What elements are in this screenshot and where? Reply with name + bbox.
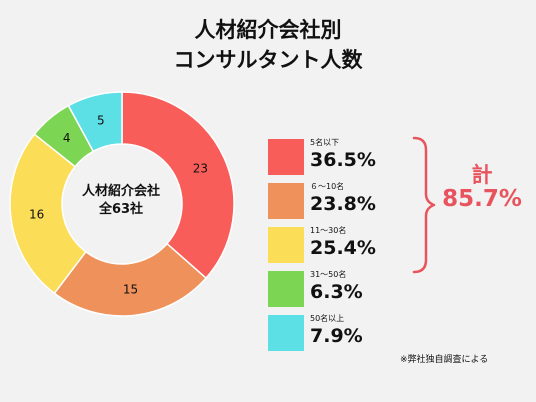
chart-title-line1: 人材紹介会社別	[194, 18, 342, 42]
donut-slice-5	[67, 91, 123, 153]
donut-slice-value-4: 4	[63, 131, 71, 145]
footnote: ※弊社独自調査による	[400, 355, 489, 365]
donut-slice-2	[53, 242, 208, 317]
legend-item-4: 31～50名 6.3%	[268, 270, 408, 309]
donut-center-label-line2: 全63社	[98, 202, 144, 217]
legend-percent-3: 25.4%	[310, 237, 376, 259]
donut-slice-3	[9, 133, 87, 295]
legend-swatch-4	[268, 271, 304, 307]
legend-swatch-3	[268, 227, 304, 263]
legend-percent-5: 7.9%	[310, 325, 363, 347]
legend-swatch-2	[268, 183, 304, 219]
legend-percent-4: 6.3%	[310, 281, 363, 303]
donut-slice-value-2: 15	[123, 283, 138, 297]
legend-range-1: 5名以下	[310, 138, 340, 147]
chart-title-line2: コンサルタント人数	[173, 48, 363, 72]
legend-swatch-5	[268, 315, 304, 351]
legend-swatch-1	[268, 139, 304, 175]
legend-item-3: 11～30名 25.4%	[268, 226, 408, 265]
legend-range-4: 31～50名	[310, 270, 347, 279]
donut-slice-value-3: 16	[29, 208, 44, 222]
legend-item-5: 50名以上 7.9%	[268, 314, 408, 353]
total-bracket	[412, 136, 436, 274]
legend-item-2: ６～10名 23.8%	[268, 182, 408, 221]
donut-slice-1	[121, 91, 235, 280]
donut-slice-value-1: 23	[193, 162, 208, 176]
total-value: 85.7%	[442, 186, 522, 212]
legend-range-3: 11～30名	[310, 226, 347, 235]
legend-percent-1: 36.5%	[310, 149, 376, 171]
legend-range-2: ６～10名	[310, 182, 345, 191]
donut-slice-value-5: 5	[97, 114, 105, 128]
legend-item-1: 5名以下 36.5%	[268, 138, 408, 177]
legend-range-5: 50名以上	[310, 314, 345, 323]
donut-center-label-line1: 人材紹介会社	[81, 184, 160, 199]
legend-percent-2: 23.8%	[310, 193, 376, 215]
total-label: 計	[471, 163, 493, 187]
